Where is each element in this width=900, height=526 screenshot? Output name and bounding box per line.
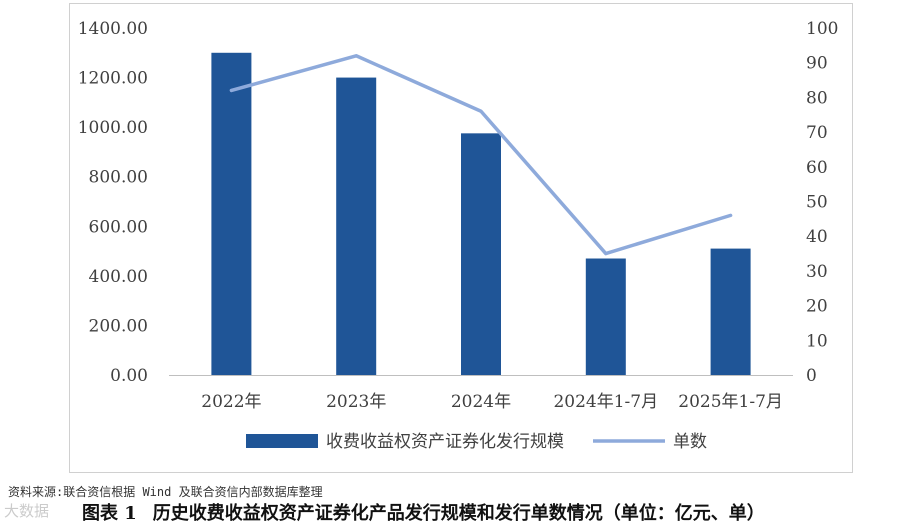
caption-label: 图表 1 (82, 503, 137, 524)
y-right-tick-label: 80 (806, 88, 828, 108)
y-left-tick-label: 1200.00 (78, 69, 148, 89)
source-note: 资料来源:联合资信根据 Wind 及联合资信内部数据库整理 (8, 485, 323, 499)
watermark: 大数据 (4, 502, 50, 520)
legend-label-line: 单数 (673, 432, 707, 452)
x-category-label: 2024年 (451, 392, 511, 412)
y-right-tick-label: 40 (806, 227, 828, 247)
axes-layer: 0.00 200.00 400.00 600.00 800.00 1000.00 1200.… (78, 19, 839, 412)
bar-1 (211, 52, 252, 376)
y-left-tick-label: 1400.00 (78, 19, 148, 39)
y-left-tick-label: 400.00 (89, 267, 148, 287)
y-right-tick-label: 70 (806, 123, 828, 143)
bar-5 (710, 248, 751, 375)
y-right-tick-label: 90 (806, 54, 828, 74)
legend: 收费收益权资产证券化发行规模 单数 (246, 432, 707, 452)
y-left-tick-label: 1000.00 (78, 118, 148, 138)
bar-4 (585, 258, 626, 375)
combo-chart: 0.00 200.00 400.00 600.00 800.00 1000.00 1200.… (78, 19, 839, 452)
chart-frame: 0.00 200.00 400.00 600.00 800.00 1000.00 1200.… (69, 3, 853, 473)
legend-swatch-bar (246, 434, 318, 448)
x-category-label: 2023年 (326, 392, 386, 412)
bar-3 (461, 133, 501, 375)
caption-text: 历史收费收益权资产证券化产品发行规模和发行单数情况（单位：亿元、单） (152, 503, 765, 524)
bars-layer (211, 52, 751, 376)
y-right-tick-label: 100 (806, 19, 838, 39)
y-right-tick-label: 60 (806, 158, 828, 178)
y-right-tick-label: 0 (806, 366, 817, 386)
x-category-label: 2025年1-7月 (678, 392, 783, 412)
bar-2 (336, 77, 377, 376)
y-left-tick-label: 800.00 (89, 168, 148, 188)
figure-caption: 图表 1 历史收费收益权资产证券化产品发行规模和发行单数情况（单位：亿元、单） (82, 499, 781, 525)
y-right-tick-label: 10 (806, 331, 828, 351)
legend-label-bar: 收费收益权资产证券化发行规模 (326, 432, 564, 452)
x-category-label: 2024年1-7月 (553, 392, 658, 412)
y-left-tick-label: 600.00 (89, 217, 148, 237)
y-left-tick-label: 0.00 (110, 366, 148, 386)
y-left-tick-label: 200.00 (89, 316, 148, 336)
y-right-tick-label: 20 (806, 297, 828, 317)
y-right-tick-label: 30 (806, 262, 828, 282)
y-right-tick-label: 50 (806, 193, 828, 213)
x-category-label: 2022年 (201, 392, 261, 412)
line-layer (229, 54, 733, 256)
